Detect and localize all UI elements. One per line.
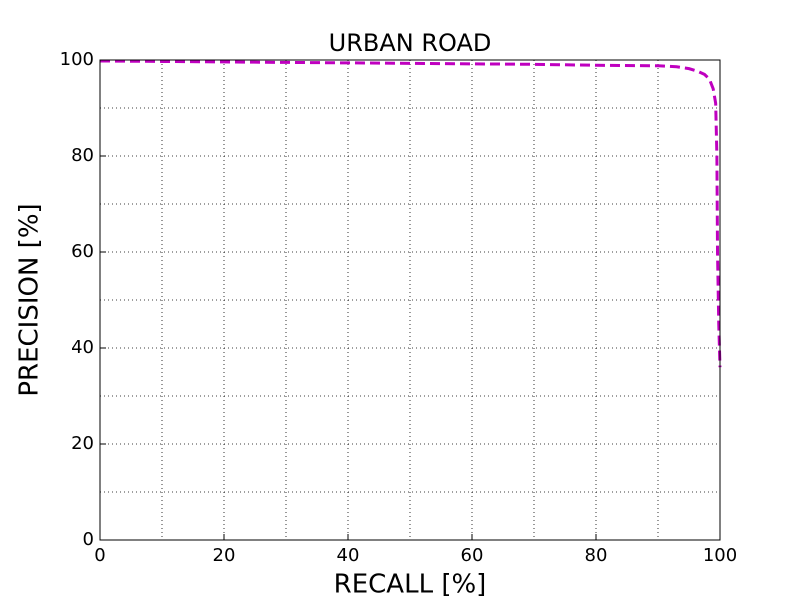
chart-title: URBAN ROAD bbox=[329, 29, 492, 57]
x-tick-label: 80 bbox=[585, 545, 608, 566]
line-series bbox=[99, 59, 722, 368]
y-tick-label: 20 bbox=[71, 433, 94, 454]
x-tick-label: 100 bbox=[703, 545, 737, 566]
x-tick-label: 20 bbox=[213, 545, 236, 566]
y-tick-label: 0 bbox=[83, 529, 94, 550]
y-tick-label: 100 bbox=[60, 49, 94, 70]
plot-frame bbox=[99, 59, 721, 541]
y-axis-label: PRECISION [%] bbox=[15, 203, 45, 396]
y-tick-label: 40 bbox=[71, 337, 94, 358]
x-tick-label: 60 bbox=[461, 545, 484, 566]
x-axis-label: RECALL [%] bbox=[334, 570, 487, 600]
y-tick-label: 60 bbox=[71, 241, 94, 262]
x-tick-label: 0 bbox=[94, 545, 105, 566]
x-tick-label: 40 bbox=[337, 545, 360, 566]
y-tick-label: 80 bbox=[71, 145, 94, 166]
